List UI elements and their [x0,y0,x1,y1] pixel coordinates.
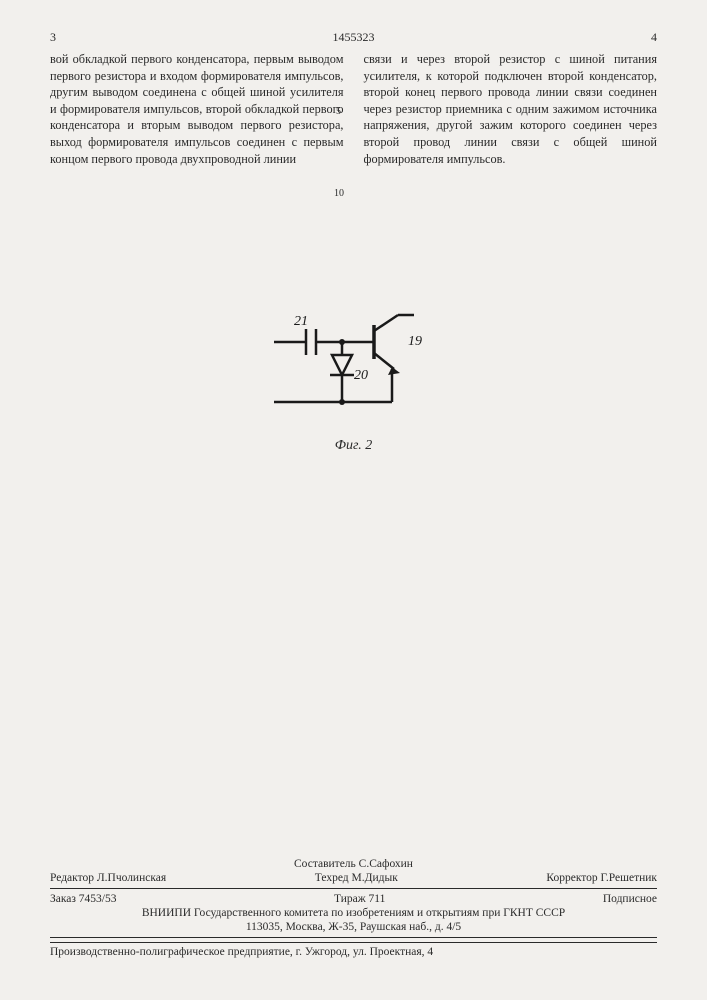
compiler-line: Составитель С.Сафохин [50,858,657,870]
divider-2 [50,937,657,938]
doc-number: 1455323 [333,30,375,45]
label-20: 20 [354,368,368,383]
order-row: Заказ 7453/53 Тираж 711 Подписное [50,893,657,905]
header-row: 3 1455323 4 [50,30,657,45]
corrector: Корректор Г.Решетник [546,872,657,884]
page-number-right: 4 [651,30,657,45]
divider-3 [50,942,657,943]
editor: Редактор Л.Пчолинская [50,872,166,884]
figure-caption: Фиг. 2 [50,438,657,454]
credits-row: Редактор Л.Пчолинская Техред М.Дидык Кор… [50,872,657,884]
address-line: 113035, Москва, Ж-35, Раушская наб., д. … [50,921,657,933]
line-number-10: 10 [334,187,344,201]
order: Заказ 7453/53 [50,893,117,905]
right-column: связи и через второй резистор с шиной пи… [364,51,658,167]
left-column: вой обкладкой первого конденсатора, перв… [50,51,344,167]
divider-1 [50,888,657,889]
page: 3 1455323 4 5 10 вой обкладкой первого к… [0,0,707,1000]
footer: Составитель С.Сафохин Редактор Л.Пчолинс… [50,858,657,960]
tirazh: Тираж 711 [334,893,385,905]
techred: Техред М.Дидык [315,872,398,884]
podpisnoe: Подписное [603,893,657,905]
circuit-diagram: 21 20 19 [264,307,444,427]
line-number-5: 5 [336,105,341,119]
printer-line: Производственно-полиграфическое предприя… [50,946,657,958]
text-columns: 5 10 вой обкладкой первого конденсатора,… [50,51,657,167]
label-19: 19 [408,334,422,349]
label-21: 21 [294,314,308,329]
page-number-left: 3 [50,30,56,45]
figure-2: 21 20 19 Фиг. 2 [50,307,657,454]
org-line: ВНИИПИ Государственного комитета по изоб… [50,907,657,919]
